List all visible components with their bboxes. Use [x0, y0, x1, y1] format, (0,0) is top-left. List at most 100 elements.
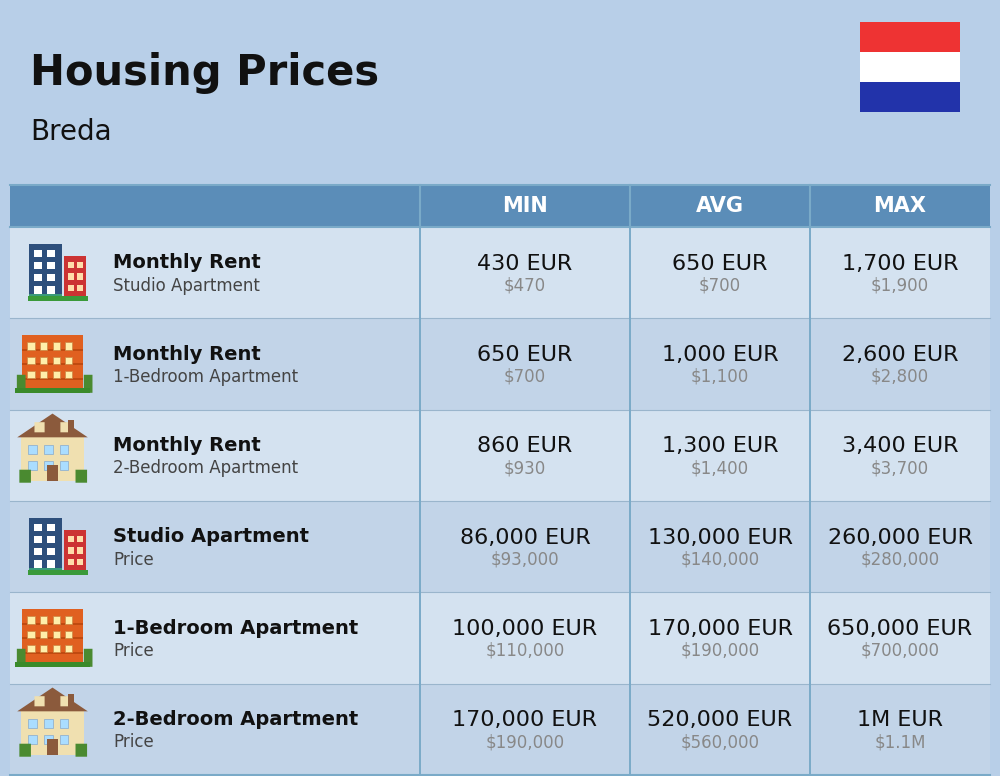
Text: 1,000 EUR: 1,000 EUR	[662, 345, 778, 365]
FancyBboxPatch shape	[22, 363, 83, 365]
FancyBboxPatch shape	[52, 342, 60, 350]
Text: $930: $930	[504, 459, 546, 477]
FancyBboxPatch shape	[27, 357, 34, 364]
FancyBboxPatch shape	[40, 645, 47, 653]
Text: 1,700 EUR: 1,700 EUR	[842, 254, 958, 274]
Text: $110,000: $110,000	[485, 642, 565, 660]
FancyBboxPatch shape	[40, 371, 47, 379]
FancyBboxPatch shape	[64, 256, 86, 296]
FancyBboxPatch shape	[65, 342, 72, 350]
Text: 650,000 EUR: 650,000 EUR	[827, 619, 973, 639]
FancyBboxPatch shape	[68, 285, 74, 291]
FancyBboxPatch shape	[29, 294, 62, 301]
FancyBboxPatch shape	[17, 649, 26, 667]
Text: Monthly Rent: Monthly Rent	[113, 436, 261, 455]
FancyBboxPatch shape	[40, 631, 47, 638]
FancyBboxPatch shape	[15, 389, 90, 393]
FancyBboxPatch shape	[10, 501, 990, 592]
Text: 520,000 EUR: 520,000 EUR	[647, 710, 793, 730]
FancyBboxPatch shape	[34, 548, 42, 556]
FancyBboxPatch shape	[68, 273, 74, 279]
Text: $1,100: $1,100	[691, 368, 749, 386]
Text: 2-Bedroom Apartment: 2-Bedroom Apartment	[113, 710, 358, 729]
Text: $140,000: $140,000	[680, 551, 760, 569]
Text: 130,000 EUR: 130,000 EUR	[648, 528, 792, 548]
FancyBboxPatch shape	[68, 559, 74, 565]
FancyBboxPatch shape	[47, 250, 55, 257]
Text: $700,000: $700,000	[860, 642, 940, 660]
FancyBboxPatch shape	[630, 185, 810, 227]
FancyBboxPatch shape	[64, 531, 86, 570]
FancyBboxPatch shape	[28, 735, 37, 744]
FancyBboxPatch shape	[65, 371, 72, 379]
FancyBboxPatch shape	[19, 743, 31, 757]
FancyBboxPatch shape	[28, 296, 88, 301]
Text: 260,000 EUR: 260,000 EUR	[828, 528, 972, 548]
Text: $700: $700	[699, 277, 741, 295]
FancyBboxPatch shape	[77, 559, 83, 565]
FancyBboxPatch shape	[21, 712, 84, 754]
FancyBboxPatch shape	[60, 735, 68, 744]
FancyBboxPatch shape	[34, 422, 45, 432]
FancyBboxPatch shape	[22, 609, 83, 667]
Text: 430 EUR: 430 EUR	[477, 254, 573, 274]
FancyBboxPatch shape	[27, 342, 34, 350]
FancyBboxPatch shape	[52, 616, 60, 624]
Polygon shape	[17, 414, 88, 438]
FancyBboxPatch shape	[65, 616, 72, 624]
FancyBboxPatch shape	[34, 696, 45, 706]
FancyBboxPatch shape	[10, 410, 990, 501]
FancyBboxPatch shape	[28, 461, 37, 470]
FancyBboxPatch shape	[19, 469, 31, 483]
Text: $700: $700	[504, 368, 546, 386]
Text: Housing Prices: Housing Prices	[30, 52, 379, 94]
FancyBboxPatch shape	[68, 535, 74, 542]
FancyBboxPatch shape	[34, 262, 42, 269]
FancyBboxPatch shape	[68, 547, 74, 553]
FancyBboxPatch shape	[22, 378, 83, 379]
Text: 860 EUR: 860 EUR	[477, 436, 573, 456]
Text: $190,000: $190,000	[485, 733, 565, 751]
FancyBboxPatch shape	[47, 548, 55, 556]
FancyBboxPatch shape	[10, 592, 990, 684]
FancyBboxPatch shape	[420, 185, 630, 227]
FancyBboxPatch shape	[21, 438, 84, 480]
FancyBboxPatch shape	[27, 631, 34, 638]
FancyBboxPatch shape	[52, 645, 60, 653]
Text: $560,000: $560,000	[680, 733, 760, 751]
Text: Breda: Breda	[30, 118, 112, 146]
FancyBboxPatch shape	[29, 568, 62, 576]
FancyBboxPatch shape	[47, 274, 55, 282]
FancyBboxPatch shape	[34, 286, 42, 293]
Text: Studio Apartment: Studio Apartment	[113, 527, 309, 546]
FancyBboxPatch shape	[22, 623, 83, 625]
Text: MIN: MIN	[502, 196, 548, 216]
FancyBboxPatch shape	[22, 349, 83, 351]
FancyBboxPatch shape	[47, 524, 55, 531]
FancyBboxPatch shape	[60, 696, 71, 706]
FancyBboxPatch shape	[44, 461, 52, 470]
FancyBboxPatch shape	[68, 420, 74, 436]
FancyBboxPatch shape	[10, 684, 990, 775]
FancyBboxPatch shape	[47, 560, 55, 567]
Text: 2,600 EUR: 2,600 EUR	[842, 345, 958, 365]
FancyBboxPatch shape	[68, 694, 74, 710]
Text: 1-Bedroom Apartment: 1-Bedroom Apartment	[113, 368, 298, 386]
Text: 650 EUR: 650 EUR	[477, 345, 573, 365]
FancyBboxPatch shape	[77, 547, 83, 553]
Text: $470: $470	[504, 277, 546, 295]
Text: Monthly Rent: Monthly Rent	[113, 253, 261, 272]
FancyBboxPatch shape	[10, 227, 990, 318]
FancyBboxPatch shape	[44, 719, 52, 728]
Text: 170,000 EUR: 170,000 EUR	[648, 619, 792, 639]
FancyBboxPatch shape	[52, 371, 60, 379]
FancyBboxPatch shape	[22, 637, 83, 639]
FancyBboxPatch shape	[27, 371, 34, 379]
FancyBboxPatch shape	[34, 536, 42, 543]
FancyBboxPatch shape	[77, 535, 83, 542]
FancyBboxPatch shape	[52, 357, 60, 364]
FancyBboxPatch shape	[810, 185, 990, 227]
FancyBboxPatch shape	[84, 649, 92, 667]
Text: $190,000: $190,000	[680, 642, 760, 660]
Text: 100,000 EUR: 100,000 EUR	[452, 619, 598, 639]
